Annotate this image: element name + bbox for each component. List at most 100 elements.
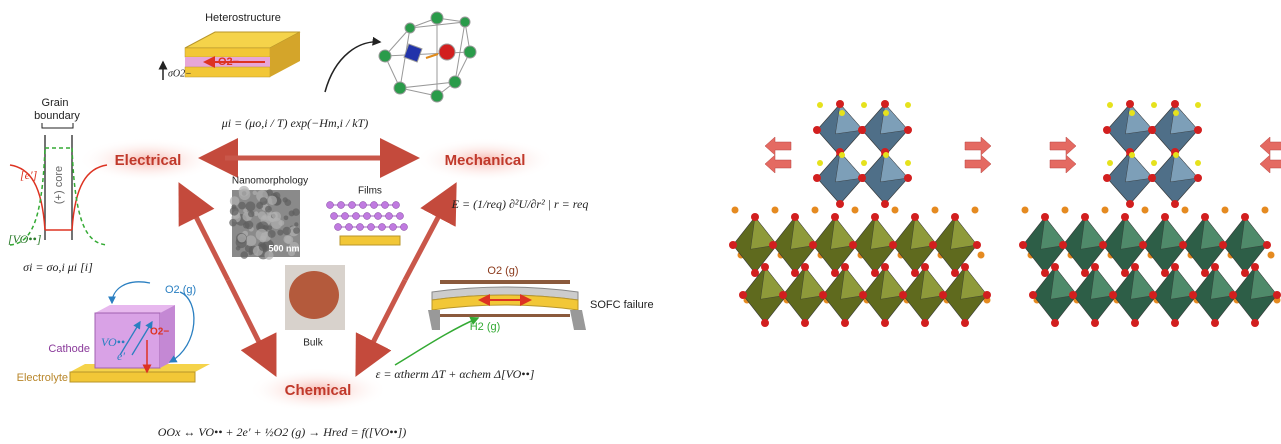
grain	[244, 220, 254, 230]
cation	[839, 110, 845, 116]
octahedron-face	[880, 151, 909, 183]
oxygen	[801, 263, 809, 271]
cation	[883, 152, 889, 158]
oxygen	[831, 213, 839, 221]
grain	[247, 210, 255, 218]
gb-title: Grain	[42, 97, 69, 109]
oxygen	[881, 200, 889, 208]
atom	[370, 201, 378, 209]
grain	[238, 185, 250, 197]
oxygen	[1171, 263, 1179, 271]
oxygen	[801, 319, 809, 327]
oxygen	[1059, 241, 1067, 249]
oxygen	[761, 319, 769, 327]
oxygen	[1171, 319, 1179, 327]
oxygen	[1148, 174, 1156, 182]
mobility-equation: μi = (μo,i / T) exp(−Hm,i / kT)	[221, 116, 369, 130]
oxygen	[1081, 269, 1089, 277]
atom	[326, 201, 334, 209]
node-label: Chemical	[285, 382, 352, 399]
cation	[839, 152, 845, 158]
oxygen	[849, 241, 857, 249]
grain	[284, 235, 294, 245]
grain	[235, 245, 241, 251]
cation	[1267, 251, 1275, 259]
oxygen	[911, 213, 919, 221]
atom	[396, 212, 404, 220]
oxygen	[1148, 126, 1156, 134]
oxygen	[729, 241, 737, 249]
strain-arrow	[764, 154, 792, 174]
sofc-label: SOFC failure	[590, 299, 654, 311]
oxygen	[831, 269, 839, 277]
oxygen	[1121, 213, 1129, 221]
oxygen	[1091, 263, 1099, 271]
cation	[861, 160, 867, 166]
cation	[817, 160, 823, 166]
grain	[229, 196, 240, 206]
grain	[231, 204, 237, 210]
grain	[283, 215, 289, 221]
layer-label: Electrolyte	[17, 372, 68, 384]
grain	[267, 225, 273, 231]
octahedron-face	[880, 103, 909, 135]
oxygen	[1041, 269, 1049, 277]
oxygen	[779, 291, 787, 299]
oxygen	[1273, 291, 1281, 299]
grain	[255, 228, 268, 241]
oxygen	[769, 241, 777, 249]
oxygen	[859, 291, 867, 299]
strain-arrow	[1049, 154, 1077, 174]
octahedron-face	[800, 266, 828, 300]
cation	[851, 206, 859, 214]
coupling-arrows	[178, 138, 457, 377]
octahedron-face	[1170, 266, 1198, 300]
grain	[259, 197, 268, 206]
oxygen	[1161, 213, 1169, 221]
cation	[1181, 206, 1189, 214]
gas-label: H2 (g)	[470, 321, 501, 333]
atom	[359, 201, 367, 209]
oxygen	[1081, 213, 1089, 221]
cation	[771, 206, 779, 214]
oxygen	[929, 241, 937, 249]
cation	[971, 206, 979, 214]
oxygen	[904, 126, 912, 134]
oxygen	[1189, 291, 1197, 299]
atom	[330, 212, 338, 220]
octahedron-face	[870, 216, 898, 250]
oxygen	[921, 263, 929, 271]
atom	[363, 212, 371, 220]
atom	[348, 201, 356, 209]
grain	[229, 218, 237, 227]
cation	[931, 206, 939, 214]
oxygen	[899, 291, 907, 299]
atom	[356, 223, 364, 231]
sofc-illustration	[394, 280, 586, 366]
oxygen	[1099, 241, 1107, 249]
oxygen	[973, 241, 981, 249]
cation	[891, 206, 899, 214]
oxygen	[1251, 263, 1259, 271]
atom	[341, 212, 349, 220]
octahedron-face	[1170, 151, 1199, 183]
glow	[78, 138, 218, 182]
cation	[817, 102, 823, 108]
grain	[294, 222, 299, 227]
oxygen	[1194, 126, 1202, 134]
node-label: Electrical	[115, 152, 182, 169]
grain	[258, 243, 267, 251]
cation	[977, 251, 985, 259]
atom	[385, 212, 393, 220]
cation	[1021, 206, 1029, 214]
octahedron-face	[1090, 266, 1118, 300]
oxygen	[739, 291, 747, 299]
oxygen	[951, 269, 959, 277]
oxygen	[1041, 213, 1049, 221]
glow	[415, 138, 555, 182]
oxygen	[751, 269, 759, 277]
oxygen	[1201, 269, 1209, 277]
grain	[293, 227, 300, 234]
oxygen	[1161, 269, 1169, 277]
grain	[277, 229, 284, 236]
